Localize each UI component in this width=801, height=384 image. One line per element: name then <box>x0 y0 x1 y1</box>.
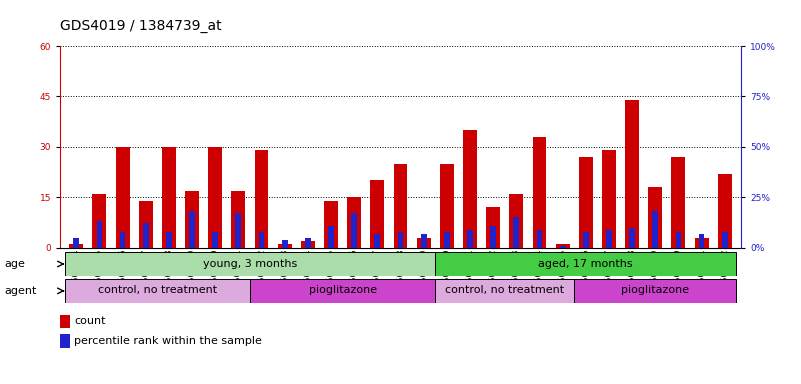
Bar <box>119 232 126 248</box>
Text: young, 3 months: young, 3 months <box>203 258 297 268</box>
Bar <box>60 334 70 348</box>
Bar <box>305 238 311 248</box>
Bar <box>374 233 380 248</box>
Bar <box>513 217 519 248</box>
Bar <box>352 214 357 248</box>
Bar <box>74 238 79 248</box>
Bar <box>625 100 639 248</box>
Bar <box>606 230 612 248</box>
Bar <box>698 233 704 248</box>
Bar <box>630 227 635 248</box>
Bar <box>189 211 195 248</box>
Bar <box>212 232 218 248</box>
Bar <box>259 232 264 248</box>
Bar <box>393 164 408 248</box>
Bar <box>421 233 427 248</box>
FancyBboxPatch shape <box>65 252 435 276</box>
Bar <box>162 147 176 248</box>
Text: control, no treatment: control, no treatment <box>445 285 564 295</box>
Text: percentile rank within the sample: percentile rank within the sample <box>74 336 262 346</box>
Bar <box>579 157 593 248</box>
Bar <box>602 150 616 248</box>
Bar <box>70 244 83 248</box>
Bar <box>444 232 449 248</box>
Bar <box>722 232 727 248</box>
Bar <box>185 190 199 248</box>
Bar <box>235 214 241 248</box>
Bar <box>139 200 153 248</box>
Bar <box>463 130 477 248</box>
Bar <box>92 194 107 248</box>
Bar <box>509 194 523 248</box>
Bar <box>648 187 662 248</box>
Bar <box>694 238 709 248</box>
FancyBboxPatch shape <box>435 252 736 276</box>
Bar <box>278 244 292 248</box>
Bar <box>718 174 731 248</box>
Bar <box>583 232 589 248</box>
Bar <box>370 180 384 248</box>
Bar <box>440 164 453 248</box>
Bar <box>166 232 171 248</box>
Bar <box>208 147 222 248</box>
Bar <box>652 211 658 248</box>
Text: age: age <box>4 259 25 269</box>
FancyBboxPatch shape <box>250 279 435 303</box>
Bar <box>490 225 496 248</box>
Bar <box>486 207 500 248</box>
Bar <box>348 197 361 248</box>
FancyBboxPatch shape <box>435 279 574 303</box>
Text: control, no treatment: control, no treatment <box>98 285 217 295</box>
Text: aged, 17 months: aged, 17 months <box>538 258 633 268</box>
Bar <box>231 190 245 248</box>
Bar <box>328 225 334 248</box>
Bar <box>301 241 315 248</box>
Text: pioglitazone: pioglitazone <box>622 285 690 295</box>
Bar <box>60 315 70 328</box>
Bar <box>97 222 103 248</box>
Bar <box>417 238 431 248</box>
FancyBboxPatch shape <box>574 279 736 303</box>
Bar <box>560 246 566 248</box>
Bar <box>671 157 686 248</box>
Bar <box>324 200 338 248</box>
Bar <box>282 240 288 248</box>
Bar <box>467 230 473 248</box>
Bar <box>115 147 130 248</box>
Text: GDS4019 / 1384739_at: GDS4019 / 1384739_at <box>60 19 222 33</box>
Bar <box>255 150 268 248</box>
Bar <box>533 137 546 248</box>
Text: count: count <box>74 316 106 326</box>
Bar <box>556 244 570 248</box>
Bar <box>675 232 682 248</box>
Text: pioglitazone: pioglitazone <box>308 285 376 295</box>
Bar <box>143 223 149 248</box>
FancyBboxPatch shape <box>65 279 250 303</box>
Text: agent: agent <box>4 286 36 296</box>
Bar <box>397 232 404 248</box>
Bar <box>537 230 542 248</box>
